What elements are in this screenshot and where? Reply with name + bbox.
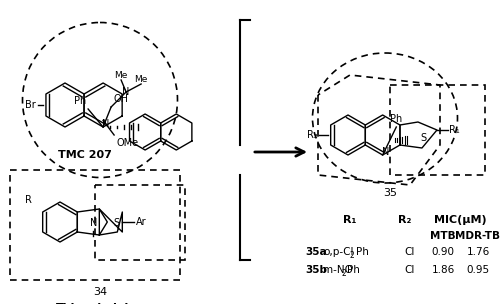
Text: Ph: Ph [390,114,402,124]
Text: OMe: OMe [116,138,138,148]
Text: 1.86: 1.86 [432,265,454,275]
Text: 2: 2 [341,270,346,278]
Text: Thienoindoles: Thienoindoles [56,303,144,304]
Text: MDR-TB: MDR-TB [456,231,500,241]
Text: OH: OH [113,94,128,104]
Text: R₂: R₂ [307,130,318,140]
Text: Me: Me [114,71,128,80]
Text: N: N [122,87,130,97]
Text: N: N [90,219,97,229]
Text: o,p-Cl: o,p-Cl [323,247,354,257]
Text: R: R [24,195,32,205]
Text: 1.76: 1.76 [466,247,489,257]
Text: MTB: MTB [430,231,456,241]
Text: R₁: R₁ [344,215,356,225]
Text: R₂: R₂ [398,215,411,225]
Text: N: N [382,147,390,157]
Text: 34: 34 [93,287,107,297]
Text: MIC(μM): MIC(μM) [434,215,486,225]
Text: N: N [102,119,110,129]
Text: 35b: 35b [305,265,327,275]
Text: Ar: Ar [136,217,147,227]
Text: Me: Me [134,75,148,84]
Text: 2: 2 [350,251,355,261]
Text: S: S [114,218,119,228]
Text: Ph: Ph [74,96,86,106]
Text: 0.90: 0.90 [432,247,454,257]
Text: 35: 35 [383,188,397,198]
Text: TMC 207: TMC 207 [58,150,112,160]
Text: Ph: Ph [347,265,360,275]
Text: Cl: Cl [405,247,415,257]
Text: Ph: Ph [356,247,369,257]
Text: R₁: R₁ [449,125,460,135]
Text: m-NO: m-NO [323,265,353,275]
Text: 0.95: 0.95 [466,265,489,275]
Text: Cl: Cl [405,265,415,275]
Text: S: S [420,133,426,143]
Text: 35a: 35a [305,247,326,257]
Text: Br: Br [25,100,36,110]
